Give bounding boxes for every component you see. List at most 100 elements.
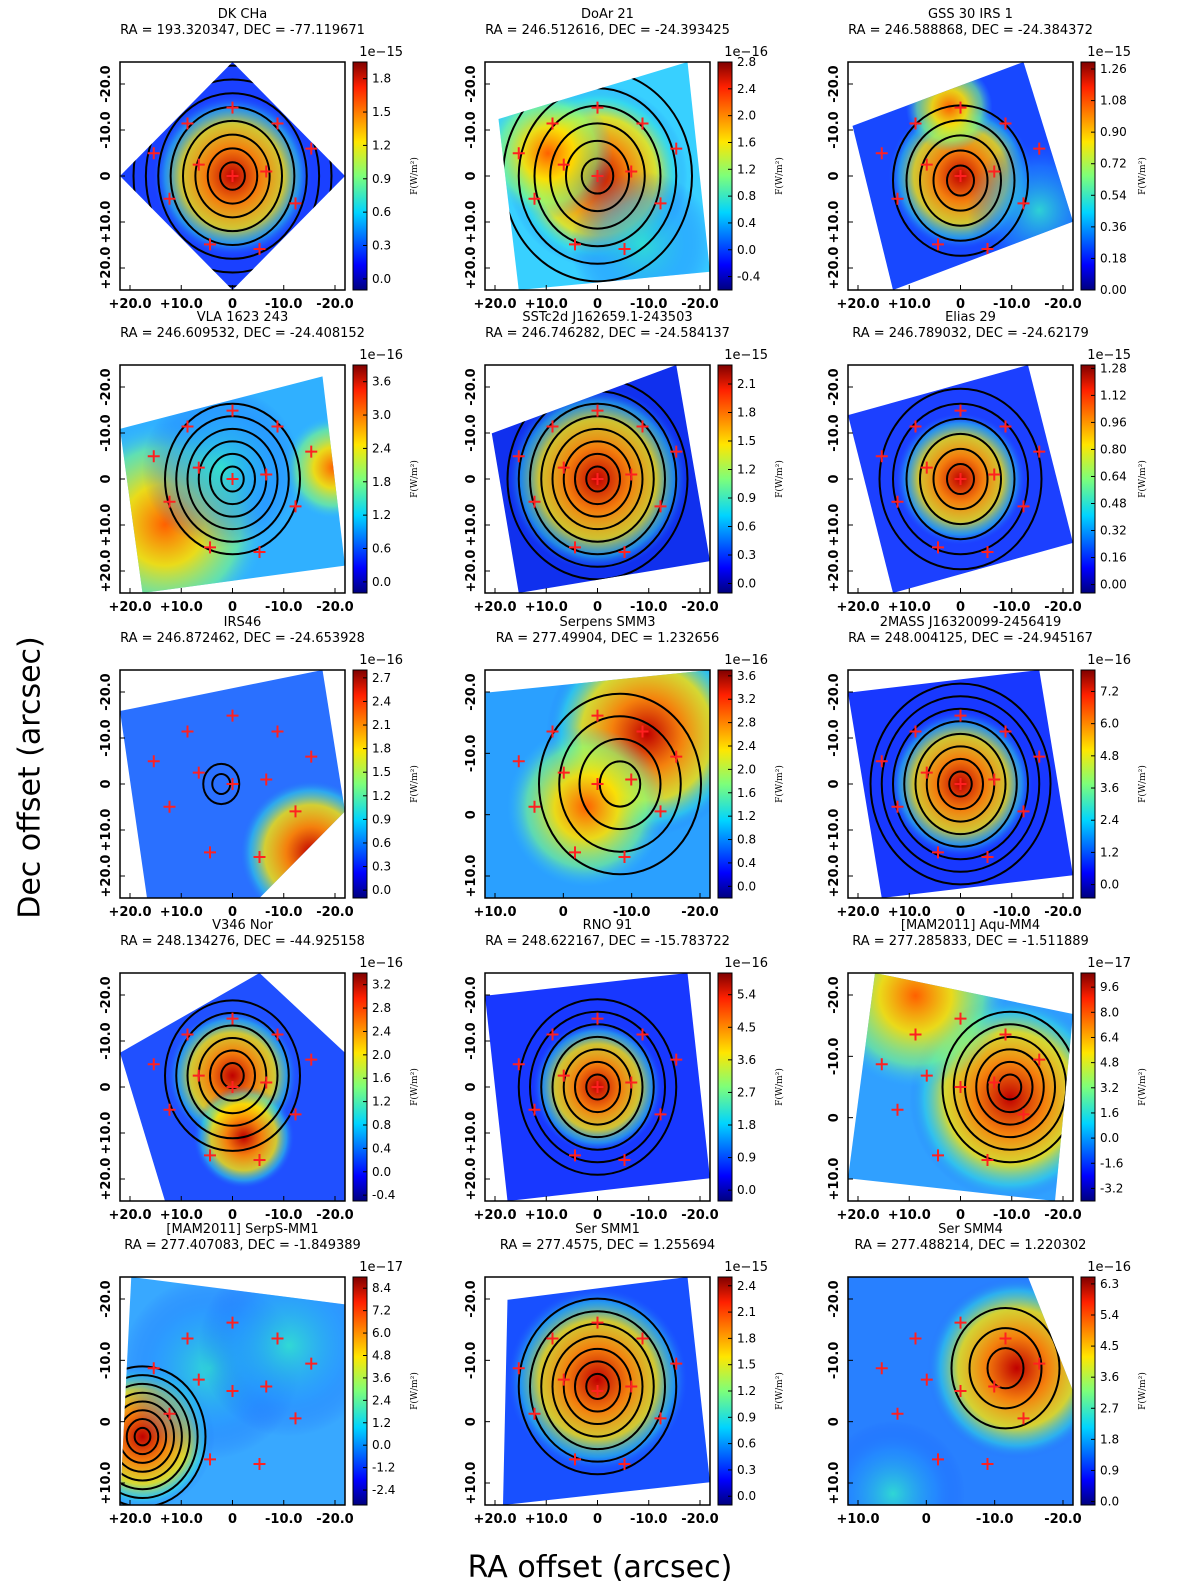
y-tick-label: +10.0 [464, 201, 479, 244]
colorbar-exponent: 1e−16 [359, 348, 403, 363]
contour-line [120, 1409, 168, 1464]
pointing-marker [305, 1053, 318, 1066]
pointing-marker [670, 1053, 683, 1066]
pointing-marker [192, 158, 205, 171]
x-tick-label: -20.0 [316, 1208, 353, 1223]
colorbar-label: F(W/m²) [1137, 157, 1148, 195]
colorbar-tick-label: 3.2 [737, 692, 756, 706]
panel-coords: RA = 277.407083, DEC = -1.849389 [124, 1238, 361, 1253]
panel-title: Ser SMM1 [575, 1222, 640, 1237]
y-tick-label: +10.0 [827, 504, 842, 547]
pointing-marker [289, 197, 302, 210]
pointing-marker [512, 1058, 525, 1071]
colorbar-tick-label: 0.80 [1100, 442, 1127, 456]
x-tick-label: 0 [593, 1512, 602, 1527]
y-tick-label: +10.0 [827, 1462, 842, 1505]
colorbar-tick-label: 1.2 [372, 138, 391, 152]
y-tick-label: +10.0 [99, 1112, 114, 1155]
x-tick-label: -10.0 [630, 297, 667, 312]
colorbar-tick-label: 8.0 [1100, 1005, 1119, 1019]
colorbar-tick-label: -2.4 [372, 1483, 395, 1497]
colorbar-tick-label: 0.3 [737, 548, 756, 562]
pointing-marker [654, 805, 667, 818]
panel-coords: RA = 246.512616, DEC = -24.393425 [485, 23, 730, 38]
colorbar-tick-label: 0.0 [737, 879, 756, 893]
pointing-marker [305, 1357, 318, 1370]
pointing-marker [226, 404, 239, 417]
colorbar-label: F(W/m²) [774, 460, 785, 498]
pointing-marker [163, 1103, 176, 1116]
x-tick-label: -20.0 [1044, 1208, 1081, 1223]
colorbar-tick-label: 3.6 [372, 1371, 391, 1385]
y-tick-label: 0 [827, 474, 842, 483]
pointing-marker [528, 800, 541, 813]
colorbar-tick-label: 4.8 [1100, 1056, 1119, 1070]
heatmap [485, 670, 710, 898]
x-tick-label: -10.0 [976, 1512, 1013, 1527]
pointing-marker [204, 541, 216, 554]
colorbar-exponent: 1e−16 [1087, 653, 1131, 668]
pointing-marker [1033, 142, 1046, 155]
contour-line [209, 452, 256, 506]
pointing-marker [528, 495, 541, 508]
pointing-marker [192, 1373, 205, 1386]
pointing-marker [271, 725, 284, 738]
pointing-marker [636, 420, 649, 433]
x-tick-label: 0 [593, 1208, 602, 1223]
colorbar-tick-label: 1.2 [737, 162, 756, 176]
pointing-marker [226, 709, 239, 722]
pointing-marker [954, 101, 967, 114]
pointing-marker [891, 1103, 904, 1116]
contour-line [932, 149, 989, 212]
pointing-marker [181, 420, 194, 433]
pointing-marker [226, 170, 239, 182]
pointing-marker [253, 1153, 266, 1166]
flux-peak [848, 973, 1006, 1087]
colorbar-label: F(W/m²) [774, 1068, 785, 1106]
colorbar-tick-label: 0.6 [372, 205, 391, 219]
x-tick-label: +20.0 [837, 1208, 880, 1223]
contour-line [585, 1372, 610, 1400]
pointing-marker [954, 170, 967, 182]
x-tick-label: -10.0 [613, 905, 650, 920]
pointing-marker [253, 545, 266, 558]
panel-title: [MAM2011] Aqu-MM4 [901, 918, 1040, 933]
flux-peak [967, 137, 1073, 284]
colorbar-tick-label: 0.0 [737, 243, 756, 257]
contour-line [551, 1035, 644, 1139]
colorbar-tick-label: 1.8 [737, 1331, 756, 1345]
contour-line [946, 164, 975, 197]
y-tick-label: -10.0 [464, 1342, 479, 1379]
colorbar-tick-label: 0.72 [1100, 157, 1127, 171]
colorbar-tick-label: 0.8 [737, 833, 756, 847]
x-tick-label: +10.0 [888, 297, 931, 312]
pointing-marker [226, 101, 239, 114]
heatmap [503, 1277, 710, 1505]
pointing-marker [271, 420, 284, 433]
pointing-marker [569, 1453, 581, 1466]
pointing-marker [920, 461, 933, 474]
pointing-marker [891, 495, 904, 508]
x-tick-label: -20.0 [681, 1512, 718, 1527]
colorbar-exponent: 1e−15 [1087, 348, 1131, 363]
pointing-marker [512, 755, 525, 768]
pointing-marker [625, 1380, 638, 1393]
contour-line [202, 762, 241, 806]
x-tick-label: +20.0 [109, 1512, 152, 1527]
colorbar-tick-label: 0.3 [372, 239, 391, 253]
pointing-marker [260, 1076, 273, 1089]
pointing-marker [932, 1453, 944, 1466]
x-tick-label: -10.0 [265, 905, 302, 920]
colorbar-tick-label: 0.6 [372, 542, 391, 556]
panel-title: V346 Nor [212, 918, 274, 933]
x-tick-label: -10.0 [630, 1208, 667, 1223]
colorbar-tick-label: 2.8 [737, 716, 756, 730]
colorbar [352, 972, 368, 1202]
colorbar-tick-label: 0.9 [372, 812, 391, 826]
colorbar-tick-label: 0.0 [737, 577, 756, 591]
colorbar-tick-label: 1.5 [372, 765, 391, 779]
contour-line [164, 402, 301, 556]
y-tick-label: 0 [827, 1417, 842, 1426]
